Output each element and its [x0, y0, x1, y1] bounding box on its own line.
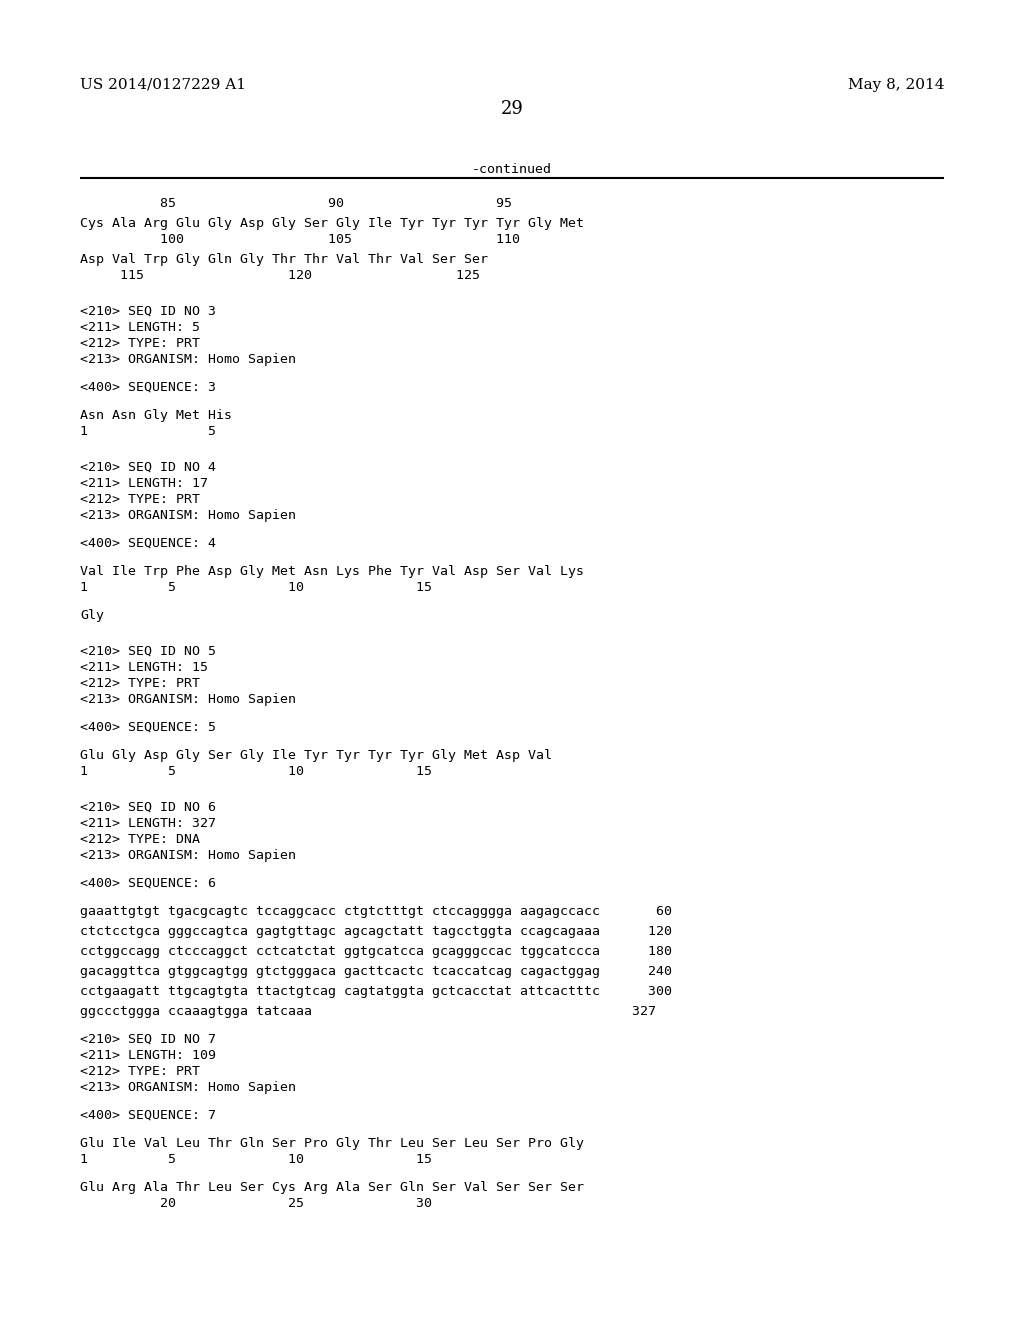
Text: Asn Asn Gly Met His: Asn Asn Gly Met His	[80, 409, 232, 422]
Text: <213> ORGANISM: Homo Sapien: <213> ORGANISM: Homo Sapien	[80, 1081, 296, 1094]
Text: <400> SEQUENCE: 3: <400> SEQUENCE: 3	[80, 381, 216, 393]
Text: gacaggttca gtggcagtgg gtctgggaca gacttcactc tcaccatcag cagactggag      240: gacaggttca gtggcagtgg gtctgggaca gacttca…	[80, 965, 672, 978]
Text: <212> TYPE: PRT: <212> TYPE: PRT	[80, 492, 200, 506]
Text: gaaattgtgt tgacgcagtc tccaggcacc ctgtctttgt ctccagggga aagagccacc       60: gaaattgtgt tgacgcagtc tccaggcacc ctgtctt…	[80, 906, 672, 917]
Text: <400> SEQUENCE: 6: <400> SEQUENCE: 6	[80, 876, 216, 890]
Text: May 8, 2014: May 8, 2014	[848, 78, 944, 92]
Text: Asp Val Trp Gly Gln Gly Thr Thr Val Thr Val Ser Ser: Asp Val Trp Gly Gln Gly Thr Thr Val Thr …	[80, 253, 488, 267]
Text: 29: 29	[501, 100, 523, 117]
Text: Val Ile Trp Phe Asp Gly Met Asn Lys Phe Tyr Val Asp Ser Val Lys: Val Ile Trp Phe Asp Gly Met Asn Lys Phe …	[80, 565, 584, 578]
Text: cctgaagatt ttgcagtgta ttactgtcag cagtatggta gctcacctat attcactttc      300: cctgaagatt ttgcagtgta ttactgtcag cagtatg…	[80, 985, 672, 998]
Text: 85                   90                   95: 85 90 95	[80, 197, 512, 210]
Text: <212> TYPE: PRT: <212> TYPE: PRT	[80, 337, 200, 350]
Text: <211> LENGTH: 109: <211> LENGTH: 109	[80, 1049, 216, 1063]
Text: ctctcctgca gggccagtca gagtgttagc agcagctatt tagcctggta ccagcagaaa      120: ctctcctgca gggccagtca gagtgttagc agcagct…	[80, 925, 672, 939]
Text: 1               5: 1 5	[80, 425, 216, 438]
Text: Glu Ile Val Leu Thr Gln Ser Pro Gly Thr Leu Ser Leu Ser Pro Gly: Glu Ile Val Leu Thr Gln Ser Pro Gly Thr …	[80, 1137, 584, 1150]
Text: <400> SEQUENCE: 7: <400> SEQUENCE: 7	[80, 1109, 216, 1122]
Text: <213> ORGANISM: Homo Sapien: <213> ORGANISM: Homo Sapien	[80, 849, 296, 862]
Text: <210> SEQ ID NO 4: <210> SEQ ID NO 4	[80, 461, 216, 474]
Text: <212> TYPE: PRT: <212> TYPE: PRT	[80, 677, 200, 690]
Text: 1          5              10              15: 1 5 10 15	[80, 766, 432, 777]
Text: <210> SEQ ID NO 3: <210> SEQ ID NO 3	[80, 305, 216, 318]
Text: <211> LENGTH: 327: <211> LENGTH: 327	[80, 817, 216, 830]
Text: <400> SEQUENCE: 4: <400> SEQUENCE: 4	[80, 537, 216, 550]
Text: Cys Ala Arg Glu Gly Asp Gly Ser Gly Ile Tyr Tyr Tyr Tyr Gly Met: Cys Ala Arg Glu Gly Asp Gly Ser Gly Ile …	[80, 216, 584, 230]
Text: Glu Arg Ala Thr Leu Ser Cys Arg Ala Ser Gln Ser Val Ser Ser Ser: Glu Arg Ala Thr Leu Ser Cys Arg Ala Ser …	[80, 1181, 584, 1195]
Text: 115                  120                  125: 115 120 125	[80, 269, 480, 282]
Text: 1          5              10              15: 1 5 10 15	[80, 1152, 432, 1166]
Text: <213> ORGANISM: Homo Sapien: <213> ORGANISM: Homo Sapien	[80, 352, 296, 366]
Text: <212> TYPE: PRT: <212> TYPE: PRT	[80, 1065, 200, 1078]
Text: 1          5              10              15: 1 5 10 15	[80, 581, 432, 594]
Text: <211> LENGTH: 15: <211> LENGTH: 15	[80, 661, 208, 675]
Text: <210> SEQ ID NO 6: <210> SEQ ID NO 6	[80, 801, 216, 814]
Text: -continued: -continued	[472, 162, 552, 176]
Text: cctggccagg ctcccaggct cctcatctat ggtgcatcca gcagggccac tggcatccca      180: cctggccagg ctcccaggct cctcatctat ggtgcat…	[80, 945, 672, 958]
Text: <213> ORGANISM: Homo Sapien: <213> ORGANISM: Homo Sapien	[80, 693, 296, 706]
Text: Gly: Gly	[80, 609, 104, 622]
Text: <210> SEQ ID NO 5: <210> SEQ ID NO 5	[80, 645, 216, 657]
Text: 20              25              30: 20 25 30	[80, 1197, 432, 1210]
Text: 100                  105                  110: 100 105 110	[80, 234, 520, 246]
Text: <210> SEQ ID NO 7: <210> SEQ ID NO 7	[80, 1034, 216, 1045]
Text: <211> LENGTH: 5: <211> LENGTH: 5	[80, 321, 200, 334]
Text: <213> ORGANISM: Homo Sapien: <213> ORGANISM: Homo Sapien	[80, 510, 296, 521]
Text: <211> LENGTH: 17: <211> LENGTH: 17	[80, 477, 208, 490]
Text: Glu Gly Asp Gly Ser Gly Ile Tyr Tyr Tyr Tyr Gly Met Asp Val: Glu Gly Asp Gly Ser Gly Ile Tyr Tyr Tyr …	[80, 748, 552, 762]
Text: US 2014/0127229 A1: US 2014/0127229 A1	[80, 78, 246, 92]
Text: <212> TYPE: DNA: <212> TYPE: DNA	[80, 833, 200, 846]
Text: <400> SEQUENCE: 5: <400> SEQUENCE: 5	[80, 721, 216, 734]
Text: ggccctggga ccaaagtgga tatcaaa                                        327: ggccctggga ccaaagtgga tatcaaa 327	[80, 1005, 656, 1018]
